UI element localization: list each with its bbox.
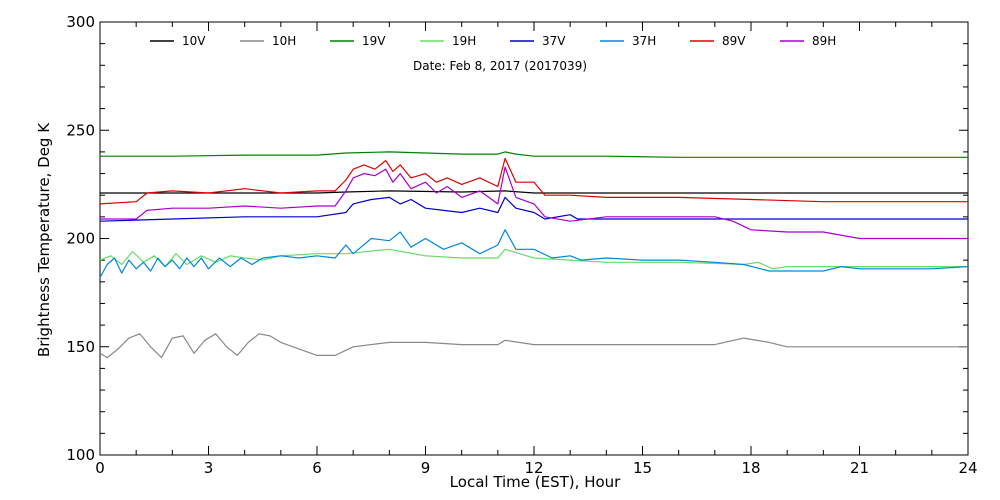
plot-area-border: [99, 21, 969, 456]
y-tick-label: 200: [66, 230, 95, 248]
legend-label: 10V: [182, 34, 206, 48]
y-tick-label: 250: [66, 121, 95, 139]
x-axis-title: Local Time (EST), Hour: [450, 473, 621, 491]
legend: 10V 10H 19V 19H 37V 37H 89V 89H: [150, 34, 836, 48]
legend-item: 19H: [420, 34, 476, 48]
plot-frame: [99, 21, 969, 456]
x-tick-label: 24: [958, 459, 977, 477]
y-tick-label: 100: [66, 446, 95, 464]
series-line-89v: [99, 157, 968, 205]
series-line-10h: [99, 333, 968, 359]
legend-item: 10H: [240, 34, 296, 48]
legend-label: 19H: [452, 34, 476, 48]
legend-label: 37V: [542, 34, 566, 48]
series-line-37v: [99, 196, 968, 222]
date-label: Date: Feb 8, 2017 (2017039): [413, 59, 587, 73]
x-tick-label: 6: [312, 459, 322, 477]
legend-item: 10V: [150, 34, 206, 48]
axis-tick-labels: 0 3 6 9 12 15 18 21 24 100 150 200 250 300: [66, 13, 977, 477]
x-tick-label: 0: [95, 459, 105, 477]
legend-item: 37V: [510, 34, 566, 48]
legend-label: 19V: [362, 34, 386, 48]
legend-label: 10H: [272, 34, 296, 48]
series-lines: [99, 151, 969, 359]
legend-item: 89V: [690, 34, 746, 48]
axis-ticks: [99, 21, 969, 456]
legend-item: 37H: [600, 34, 656, 48]
legend-item: 19V: [330, 34, 386, 48]
series-line-89h: [100, 166, 968, 240]
series-line-37h: [99, 229, 969, 278]
legend-item: 89H: [780, 34, 836, 48]
x-tick-label: 9: [421, 459, 431, 477]
series-line-10v: [100, 190, 968, 194]
x-tick-label: 3: [204, 459, 214, 477]
y-axis-title: Brightness Temperature, Deg K: [35, 122, 53, 357]
x-tick-label: 18: [741, 459, 760, 477]
legend-label: 89V: [722, 34, 746, 48]
legend-label: 37H: [632, 34, 656, 48]
series-line-19v: [100, 151, 968, 158]
x-tick-label: 15: [633, 459, 652, 477]
y-tick-label: 300: [66, 13, 95, 31]
x-tick-label: 21: [850, 459, 869, 477]
legend-label: 89H: [812, 34, 836, 48]
y-tick-label: 150: [66, 338, 95, 356]
x-tick-label: 12: [524, 459, 543, 477]
